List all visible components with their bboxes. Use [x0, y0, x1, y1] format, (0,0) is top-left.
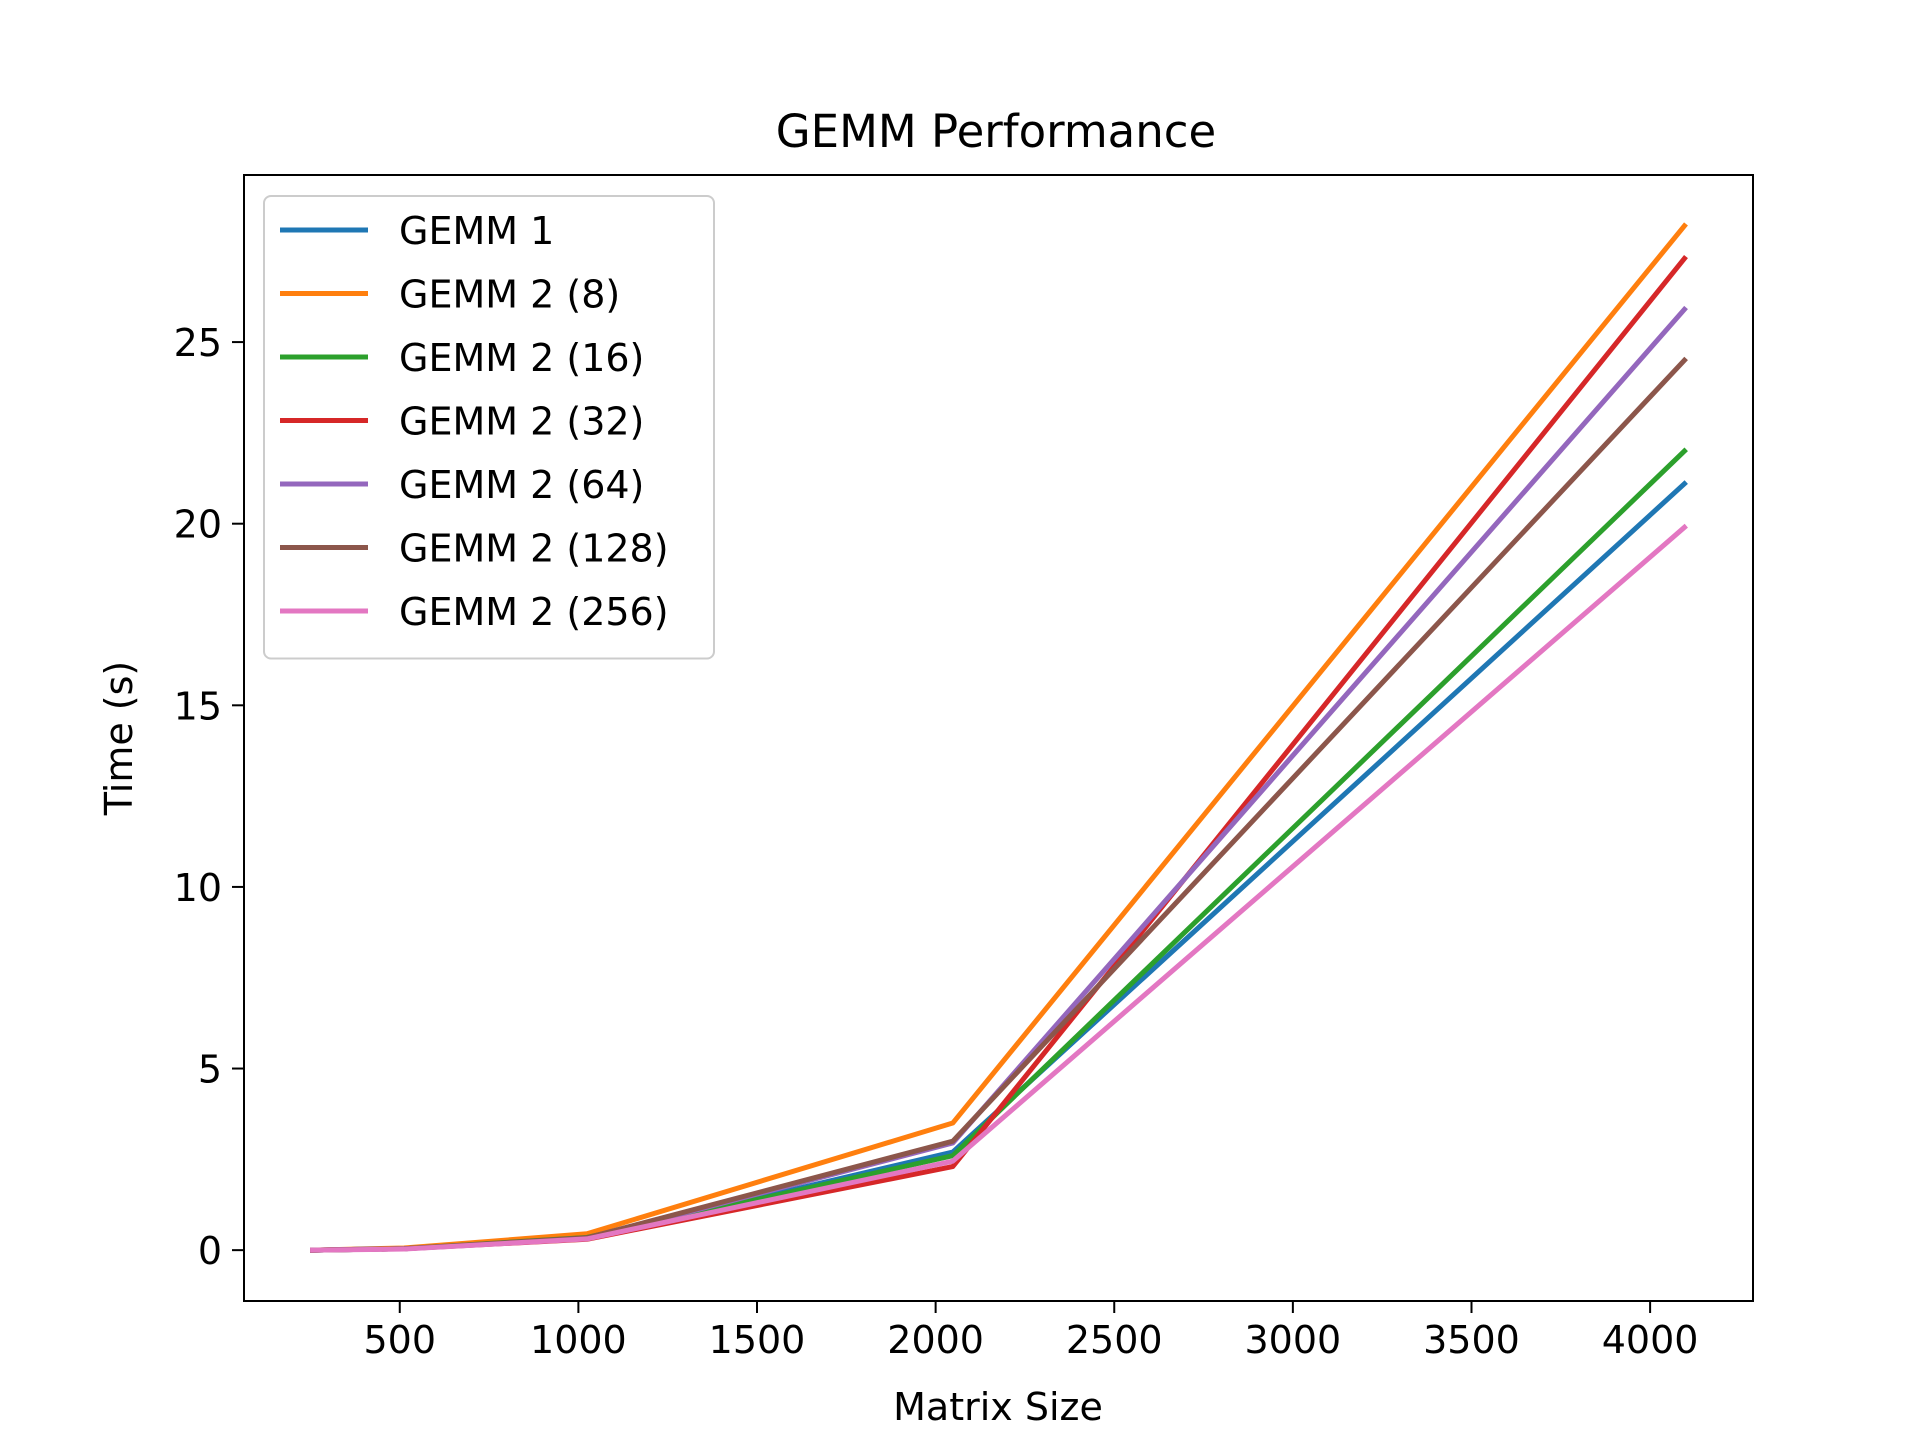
- x-axis-title: Matrix Size: [893, 1385, 1103, 1429]
- legend-label: GEMM 2 (32): [399, 400, 644, 444]
- legend-label: GEMM 2 (8): [399, 273, 620, 317]
- legend-label: GEMM 1: [399, 209, 554, 253]
- x-tick-label: 1500: [709, 1318, 806, 1362]
- legend: GEMM 1 GEMM 2 (8) GEMM 2 (16) GEMM 2 (32) GE…: [263, 195, 715, 660]
- legend-box: [263, 195, 715, 660]
- x-tick-label: 3500: [1423, 1318, 1520, 1362]
- series-layer: [310, 222, 1688, 1253]
- y-tick-label: 10: [174, 866, 222, 910]
- legend-label: GEMM 2 (64): [399, 463, 644, 507]
- x-tick-label: 2000: [887, 1318, 984, 1362]
- y-tick-label: 15: [174, 684, 222, 728]
- x-tick-label: 2500: [1066, 1318, 1163, 1362]
- y-tick-label: 5: [198, 1048, 222, 1092]
- y-axis-title: Time (s): [97, 661, 141, 817]
- legend-label: GEMM 2 (16): [399, 336, 644, 380]
- x-tick-label: 4000: [1602, 1318, 1699, 1362]
- series-line-7: [310, 523, 1688, 1253]
- x-tick-label: 3000: [1245, 1318, 1342, 1362]
- x-tick-label: 1000: [530, 1318, 627, 1362]
- chart-title: GEMM Performance: [776, 105, 1216, 158]
- y-axis-ticks: 0 5 10 15 20 25: [174, 321, 244, 1273]
- legend-label: GEMM 2 (128): [399, 527, 669, 571]
- x-axis-ticks: 500 1000 1500 2000 2500 3000 3500 4000: [363, 1301, 1698, 1362]
- y-tick-label: 20: [174, 503, 222, 547]
- legend-label: GEMM 2 (256): [399, 590, 669, 634]
- y-tick-label: 0: [198, 1229, 222, 1273]
- plot-frame: [243, 174, 1754, 1302]
- y-tick-label: 25: [174, 321, 222, 365]
- x-tick-label: 500: [363, 1318, 436, 1362]
